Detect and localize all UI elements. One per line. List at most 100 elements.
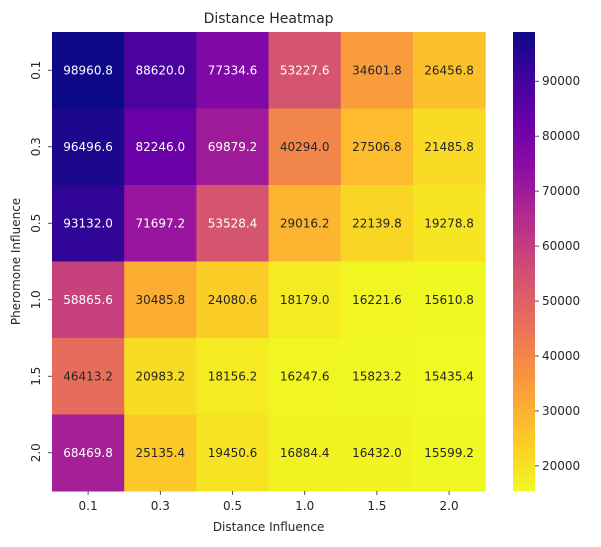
- cell-value-label: 58865.6: [63, 293, 113, 307]
- heatmap-cell: [52, 185, 125, 262]
- cell-value-label: 29016.2: [280, 216, 330, 230]
- y-tick-label: 1.0: [29, 290, 43, 309]
- heatmap-cell: [52, 261, 125, 339]
- colorbar-tick-label: 40000: [542, 349, 580, 363]
- y-axis-ticks: 0.1 0.3 0.5 1.0 1.5 2.0: [29, 61, 52, 462]
- cell-value-label: 15435.4: [424, 369, 474, 383]
- cell-value-label: 71697.2: [135, 216, 185, 230]
- cell-value-label: 24080.6: [208, 293, 258, 307]
- colorbar-tick-label: 50000: [542, 294, 580, 308]
- heatmap-cell: [124, 32, 197, 109]
- cell-value-label: 69879.2: [208, 140, 258, 154]
- cell-value-label: 18179.0: [280, 293, 330, 307]
- heatmap-cell: [196, 261, 270, 339]
- colorbar-tick-label: 30000: [542, 404, 580, 418]
- colorbar-tick-label: 20000: [542, 459, 580, 473]
- heatmap-cell: [413, 338, 486, 415]
- heatmap-cell: [413, 108, 486, 186]
- heatmap-cell: [413, 414, 486, 492]
- cell-value-label: 15599.2: [424, 446, 474, 460]
- cell-value-label: 21485.8: [424, 140, 474, 154]
- y-tick-label: 2.0: [29, 443, 43, 462]
- x-tick-label: 1.5: [367, 499, 386, 513]
- heatmap-cell: [52, 108, 125, 186]
- heatmap-cell: [413, 32, 486, 109]
- heatmap-cell: [52, 32, 125, 109]
- y-tick-label: 1.5: [29, 367, 43, 386]
- heatmap-cell: [340, 185, 414, 262]
- colorbar-tick-label: 60000: [542, 239, 580, 253]
- y-tick-label: 0.3: [29, 137, 43, 156]
- heatmap-cell: [268, 185, 342, 262]
- cell-value-label: 26456.8: [424, 63, 474, 77]
- cell-value-label: 25135.4: [135, 446, 185, 460]
- x-axis-label: Distance Influence: [213, 520, 325, 534]
- cell-value-label: 68469.8: [63, 446, 113, 460]
- cell-value-label: 22139.8: [352, 216, 402, 230]
- heatmap-cell: [340, 108, 414, 186]
- cell-value-label: 34601.8: [352, 63, 402, 77]
- heatmap-cells: 98960.8 88620.0 77334.6 53227.6 34601.8 26456…: [52, 32, 486, 492]
- heatmap-cell: [124, 108, 197, 186]
- cell-value-label: 15610.8: [424, 293, 474, 307]
- y-tick-label: 0.5: [29, 214, 43, 233]
- heatmap-cell: [196, 338, 270, 415]
- colorbar-ticks: 20000 30000 40000 50000 60000 70000 80000 90000: [535, 74, 580, 473]
- cell-value-label: 53227.6: [280, 63, 330, 77]
- x-tick-label: 0.1: [79, 499, 98, 513]
- cell-value-label: 77334.6: [208, 63, 258, 77]
- x-tick-label: 1.0: [295, 499, 314, 513]
- cell-value-label: 16432.0: [352, 446, 402, 460]
- cell-value-label: 20983.2: [135, 369, 185, 383]
- heatmap-cell: [413, 185, 486, 262]
- heatmap-cell: [340, 261, 414, 339]
- colorbar: 20000 30000 40000 50000 60000 70000 80000 90000: [513, 32, 580, 491]
- colorbar-tick-label: 80000: [542, 129, 580, 143]
- heatmap-cell: [124, 261, 197, 339]
- heatmap-cell: [196, 108, 270, 186]
- cell-value-label: 16221.6: [352, 293, 402, 307]
- x-tick-label: 0.5: [223, 499, 242, 513]
- heatmap-cell: [124, 414, 197, 492]
- heatmap-cell: [340, 414, 414, 492]
- x-tick-label: 0.3: [151, 499, 170, 513]
- cell-value-label: 96496.6: [63, 140, 113, 154]
- cell-value-label: 19278.8: [424, 216, 474, 230]
- y-axis-label: Pheromone Influence: [9, 198, 23, 325]
- heatmap-cell: [196, 32, 270, 109]
- heatmap-cell: [196, 414, 270, 492]
- x-tick-label: 2.0: [440, 499, 459, 513]
- heatmap-cell: [196, 185, 270, 262]
- cell-value-label: 19450.6: [208, 446, 258, 460]
- cell-value-label: 30485.8: [135, 293, 185, 307]
- heatmap-cell: [52, 414, 125, 492]
- heatmap-cell: [268, 338, 342, 415]
- heatmap-cell: [268, 32, 342, 109]
- heatmap-cell: [268, 108, 342, 186]
- chart-title: Distance Heatmap: [204, 11, 334, 27]
- cell-value-label: 46413.2: [63, 369, 113, 383]
- cell-value-label: 27506.8: [352, 140, 402, 154]
- colorbar-tick-label: 90000: [542, 74, 580, 88]
- y-tick-label: 0.1: [29, 61, 43, 80]
- cell-value-label: 53528.4: [208, 216, 258, 230]
- heatmap-cell: [340, 32, 414, 109]
- cell-value-label: 16884.4: [280, 446, 330, 460]
- cell-value-label: 16247.6: [280, 369, 330, 383]
- heatmap-cell: [52, 338, 125, 415]
- heatmap-cell: [340, 338, 414, 415]
- colorbar-gradient: [513, 32, 535, 491]
- colorbar-tick-label: 70000: [542, 184, 580, 198]
- heatmap-cell: [413, 261, 486, 339]
- cell-value-label: 15823.2: [352, 369, 402, 383]
- cell-value-label: 93132.0: [63, 216, 113, 230]
- cell-value-label: 82246.0: [135, 140, 185, 154]
- cell-value-label: 40294.0: [280, 140, 330, 154]
- heatmap-cell: [268, 414, 342, 492]
- cell-value-label: 88620.0: [135, 63, 185, 77]
- heatmap-cell: [124, 185, 197, 262]
- cell-value-label: 18156.2: [208, 369, 258, 383]
- cell-value-label: 98960.8: [63, 63, 113, 77]
- heatmap-cell: [124, 338, 197, 415]
